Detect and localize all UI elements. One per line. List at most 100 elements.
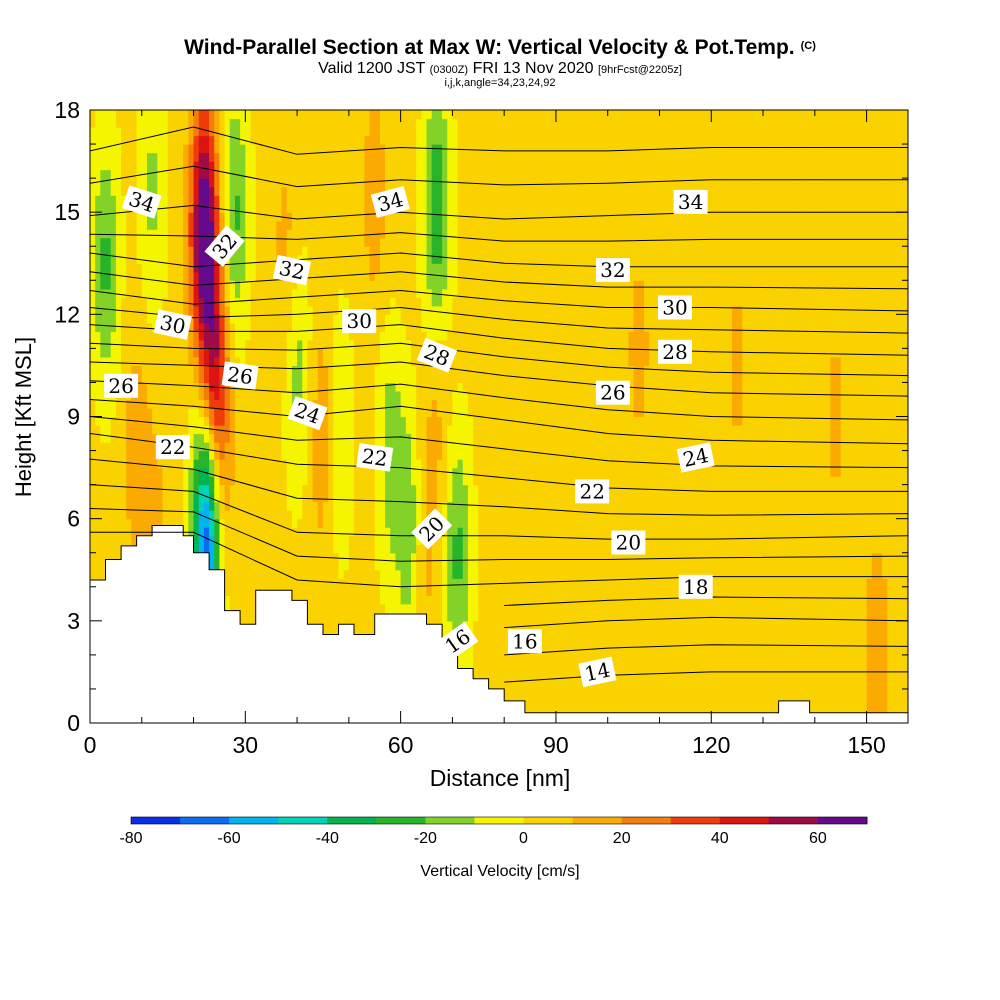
velocity-cell — [312, 382, 319, 392]
velocity-cell — [291, 425, 298, 435]
velocity-cell — [333, 527, 340, 537]
velocity-cell — [245, 407, 252, 418]
velocity-cell — [183, 493, 189, 503]
velocity-cell — [281, 186, 288, 196]
velocity-cell — [297, 493, 303, 503]
velocity-cell — [343, 356, 350, 367]
velocity-cell — [260, 382, 267, 392]
velocity-cell — [431, 578, 438, 588]
velocity-cell — [260, 331, 267, 341]
velocity-cell — [219, 152, 226, 162]
velocity-cell — [95, 493, 101, 503]
velocity-cell — [234, 493, 241, 503]
velocity-cell — [126, 288, 133, 298]
velocity-cell — [209, 254, 215, 264]
velocity-cell — [203, 425, 210, 435]
velocity-cell — [162, 118, 169, 128]
velocity-cell — [328, 390, 334, 401]
velocity-cell — [255, 382, 262, 392]
velocity-cell — [416, 552, 422, 562]
velocity-cell — [260, 263, 267, 273]
velocity-cell — [333, 595, 340, 605]
velocity-cell — [178, 501, 184, 511]
velocity-cell — [229, 450, 236, 460]
velocity-cell — [431, 373, 438, 384]
velocity-cell — [364, 212, 371, 222]
velocity-cell — [271, 425, 277, 435]
velocity-cell — [374, 322, 381, 332]
velocity-cell — [369, 118, 376, 128]
velocity-cell — [121, 237, 127, 247]
velocity-cell — [291, 288, 298, 298]
velocity-cell — [271, 135, 277, 145]
velocity-cell — [343, 561, 350, 571]
velocity-cell — [126, 484, 133, 494]
velocity-cell — [359, 416, 365, 426]
velocity-cell — [136, 382, 143, 392]
velocity-cell — [183, 161, 189, 171]
velocity-cell — [390, 144, 397, 154]
velocity-cell — [209, 501, 215, 511]
velocity-cell — [286, 322, 293, 332]
velocity-cell — [214, 169, 221, 179]
velocity-cell — [105, 322, 112, 332]
velocity-cell — [100, 569, 107, 579]
velocity-cell — [234, 314, 241, 324]
velocity-cell — [152, 118, 158, 128]
velocity-cell — [379, 135, 386, 145]
velocity-cell — [100, 152, 107, 162]
velocity-cell — [328, 135, 334, 145]
velocity-cell — [385, 135, 391, 145]
velocity-cell — [136, 220, 143, 230]
velocity-cell — [436, 586, 443, 596]
velocity-cell — [141, 365, 148, 375]
velocity-cell — [209, 518, 215, 528]
velocity-cell — [172, 178, 179, 188]
velocity-cell — [214, 178, 221, 188]
velocity-cell — [141, 433, 148, 443]
velocity-cell — [354, 118, 360, 128]
velocity-cell — [90, 220, 96, 230]
velocity-cell — [250, 569, 257, 579]
velocity-cell — [193, 544, 200, 554]
velocity-cell — [100, 212, 107, 222]
velocity-cell — [146, 493, 153, 503]
velocity-cell — [343, 161, 350, 171]
velocity-cell — [152, 237, 158, 247]
velocity-cell — [312, 263, 319, 273]
velocity-cell — [152, 186, 158, 196]
velocity-cell — [400, 152, 407, 162]
velocity-cell — [436, 186, 443, 196]
velocity-cell — [203, 186, 210, 196]
velocity-cell — [271, 110, 277, 120]
velocity-cell — [291, 535, 298, 545]
velocity-cell — [172, 246, 179, 256]
velocity-cell — [266, 263, 272, 273]
velocity-cell — [126, 331, 133, 341]
velocity-cell — [307, 169, 314, 179]
velocity-cell — [234, 569, 241, 579]
velocity-cell — [198, 433, 205, 443]
velocity-cell — [245, 416, 252, 426]
velocity-cell — [250, 450, 257, 460]
velocity-cell — [250, 280, 257, 290]
velocity-cell — [234, 425, 241, 435]
velocity-cell — [121, 331, 127, 341]
velocity-cell — [286, 527, 293, 537]
velocity-cell — [276, 348, 283, 358]
velocity-cell — [281, 246, 288, 256]
velocity-cell — [317, 356, 324, 367]
velocity-cell — [126, 407, 133, 418]
velocity-cell — [188, 297, 195, 307]
velocity-cell — [260, 161, 267, 171]
velocity-cell — [442, 229, 448, 239]
velocity-cell — [136, 305, 143, 315]
velocity-cell — [379, 220, 386, 230]
velocity-cell — [405, 135, 412, 145]
velocity-cell — [385, 476, 391, 486]
velocity-cell — [416, 407, 422, 418]
velocity-cell — [307, 246, 314, 256]
velocity-cell — [426, 263, 433, 273]
velocity-cell — [421, 501, 428, 511]
velocity-cell — [209, 561, 215, 571]
